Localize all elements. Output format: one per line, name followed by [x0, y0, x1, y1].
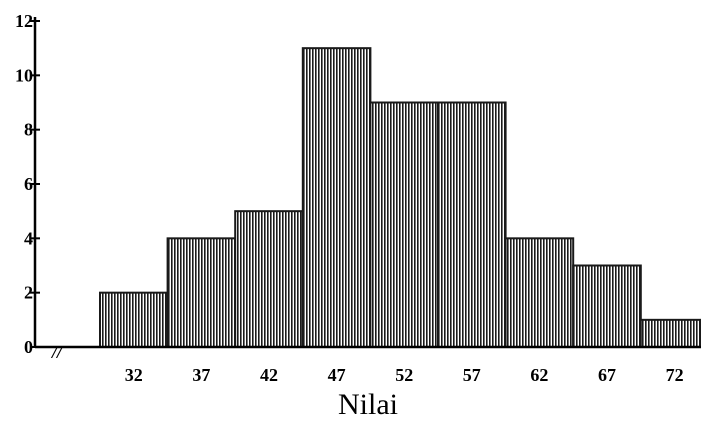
bar-62	[504, 237, 575, 348]
x-tick-label-32: 32	[125, 365, 143, 385]
x-axis-label: Nilai	[338, 388, 398, 421]
bar-52	[369, 101, 439, 348]
x-tick-label-47: 47	[328, 365, 346, 385]
x-tick-label-57: 57	[463, 365, 481, 385]
y-tick-label-0: 0	[24, 337, 33, 357]
bar-37	[166, 237, 237, 348]
y-tick-label-12: 12	[15, 11, 33, 31]
x-ticks-group: 32 37 42 47 52 57 62 67 72	[125, 365, 684, 385]
bar-42	[234, 210, 304, 348]
y-tick-label-10: 10	[15, 65, 33, 85]
y-tick-label-8: 8	[24, 120, 33, 140]
x-tick-label-37: 37	[192, 365, 210, 385]
y-ticks-group: 0 2 4 6 8 10 12	[15, 11, 40, 357]
bar-32	[99, 291, 169, 348]
axis-break-symbol: //	[50, 342, 64, 362]
bar-57	[437, 101, 507, 348]
x-tick-label-72: 72	[666, 365, 684, 385]
bar-72	[639, 318, 701, 349]
bars-group	[99, 47, 701, 349]
y-tick-label-6: 6	[24, 174, 33, 194]
x-tick-label-67: 67	[598, 365, 616, 385]
y-tick-label-4: 4	[24, 228, 33, 248]
bar-67	[572, 264, 642, 348]
bar-47	[301, 47, 372, 349]
y-tick-label-2: 2	[24, 283, 33, 303]
x-tick-label-62: 62	[530, 365, 548, 385]
x-tick-label-52: 52	[395, 365, 413, 385]
x-tick-label-42: 42	[260, 365, 278, 385]
